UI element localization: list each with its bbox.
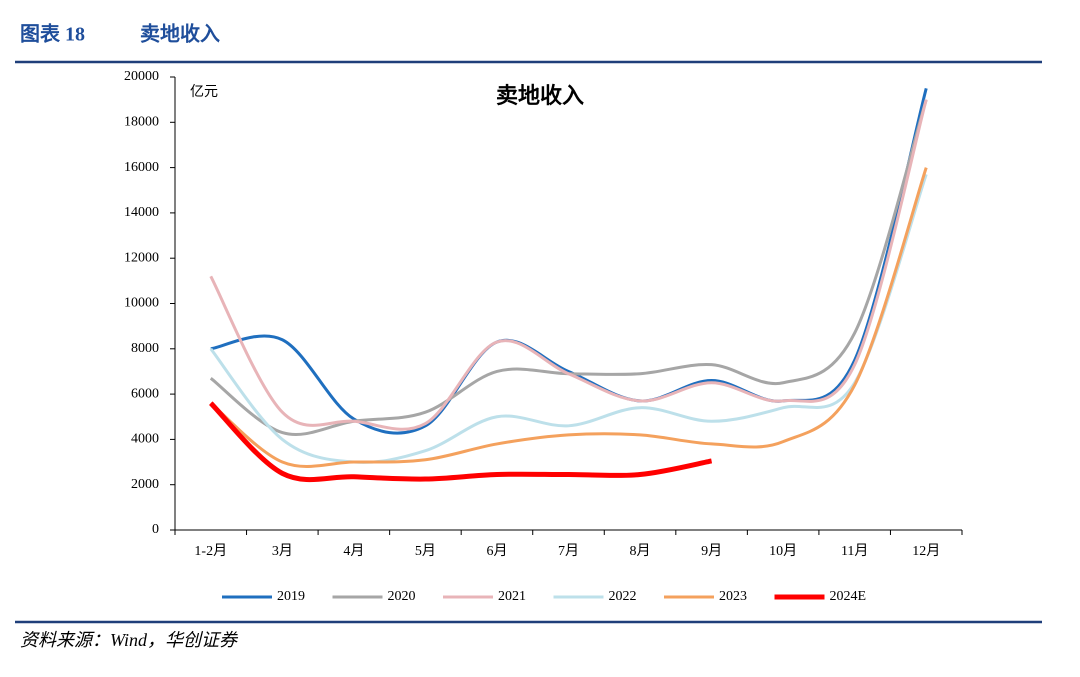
- x-tick-label: 9月: [701, 543, 722, 559]
- y-tick-label: 16000: [124, 160, 159, 175]
- y-tick-label: 4000: [131, 432, 159, 447]
- figure-label: 图表 18: [20, 22, 85, 46]
- x-tick-label: 5月: [415, 543, 436, 559]
- y-tick-label: 6000: [131, 386, 159, 401]
- x-tick-label: 7月: [558, 543, 579, 559]
- x-tick-label: 11月: [841, 543, 868, 559]
- series-line: [209, 167, 928, 468]
- y-tick-label: 18000: [124, 115, 159, 130]
- x-tick-label: 4月: [343, 543, 364, 559]
- legend-label: 2021: [498, 589, 526, 604]
- series-line: [209, 401, 713, 483]
- x-tick-label: 3月: [272, 543, 293, 559]
- source: 资料来源：Wind，华创证券: [20, 630, 239, 650]
- legend-label: 2020: [388, 589, 416, 604]
- y-tick-label: 14000: [124, 205, 159, 220]
- y-tick-label: 2000: [131, 477, 159, 492]
- series-line: [209, 173, 928, 464]
- legend-label: 2019: [277, 589, 305, 604]
- y-tick-label: 12000: [124, 250, 159, 265]
- y-tick-label: 8000: [131, 341, 159, 356]
- legend-label: 2022: [609, 589, 637, 604]
- x-tick-label: 12月: [912, 543, 940, 559]
- y-axis-label: 亿元: [190, 84, 218, 100]
- x-tick-label: 8月: [630, 543, 651, 559]
- y-tick-label: 20000: [124, 69, 159, 84]
- y-tick-label: 0: [152, 522, 159, 537]
- chart-title: 卖地收入: [496, 83, 584, 108]
- x-tick-label: 10月: [769, 543, 797, 559]
- y-tick-label: 10000: [124, 296, 159, 311]
- series-line: [209, 99, 928, 436]
- x-tick-label: 6月: [486, 543, 507, 559]
- series-line: [210, 87, 928, 435]
- series-line: [209, 99, 928, 431]
- legend-label: 2024E: [830, 589, 867, 604]
- legend-label: 2023: [719, 589, 747, 604]
- x-tick-label: 1-2月: [194, 543, 227, 559]
- figure-title: 卖地收入: [140, 22, 220, 46]
